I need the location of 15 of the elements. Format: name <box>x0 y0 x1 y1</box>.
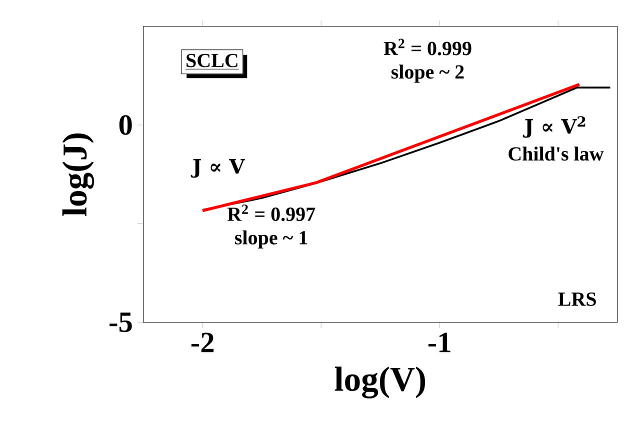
annotation: J ∝ V <box>190 159 245 178</box>
annotation: Child's law <box>508 146 604 161</box>
annotation: slope ~ 1 <box>235 230 308 249</box>
y-tick-label: -5 <box>110 312 132 332</box>
annotation: J ∝ V$^{2}$ <box>522 116 586 138</box>
annotation: R$^{2}$ = 0.999 <box>384 38 472 56</box>
y-tick-label: 0 <box>119 115 132 135</box>
annotation: LRS <box>558 292 596 306</box>
annotation: slope ~ 2 <box>391 64 464 83</box>
annotation: SCLC <box>186 54 238 68</box>
annotation: R$^{2}$ = 0.997 <box>227 204 316 222</box>
y-axis-title: log(J) <box>62 134 94 216</box>
x-axis-title: log(V) <box>334 366 426 398</box>
x-tick-label: -1 <box>428 332 450 352</box>
x-tick-label: -2 <box>191 332 214 352</box>
